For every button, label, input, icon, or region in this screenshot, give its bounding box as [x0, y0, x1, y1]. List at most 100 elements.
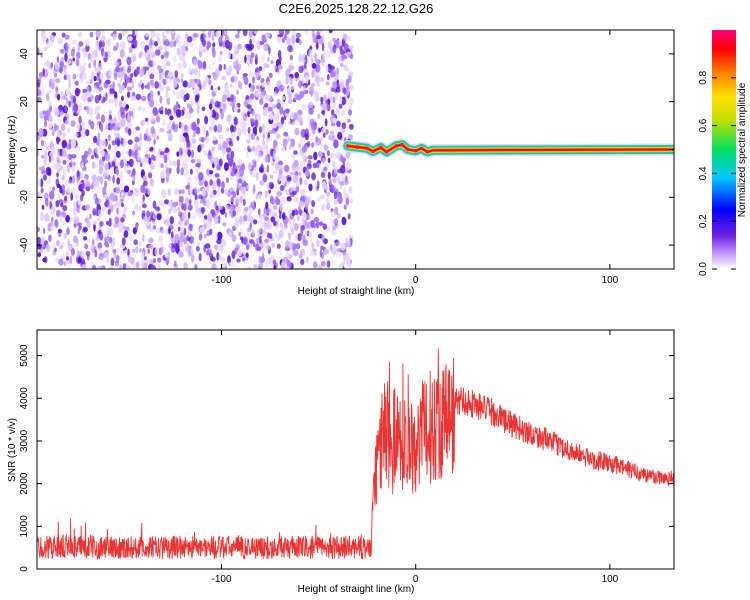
noise-blob [190, 159, 196, 164]
noise-blob [193, 33, 199, 38]
noise-blob [285, 36, 291, 45]
noise-blob [291, 190, 297, 196]
noise-blob [49, 42, 54, 47]
noise-blob [326, 260, 331, 268]
noise-blob [338, 103, 343, 109]
noise-blob [173, 260, 177, 267]
noise-blob [283, 257, 287, 265]
noise-blob [194, 94, 199, 103]
noise-blob [87, 147, 92, 155]
noise-blob [268, 72, 273, 78]
noise-blob [158, 45, 163, 51]
noise-blob [68, 79, 72, 89]
noise-blob [266, 80, 271, 90]
noise-blob [300, 258, 305, 266]
noise-blob [180, 73, 184, 79]
noise-blob [198, 137, 202, 142]
noise-blob [329, 244, 333, 252]
noise-blob [311, 62, 317, 69]
noise-blob [317, 264, 323, 269]
noise-blob [37, 96, 42, 103]
noise-blob [292, 174, 298, 184]
noise-blob [237, 30, 240, 35]
noise-blob [200, 33, 204, 43]
noise-blob [119, 41, 126, 50]
noise-blob [212, 182, 217, 191]
noise-blob [259, 126, 262, 134]
noise-blob [195, 188, 201, 193]
noise-blob [195, 207, 201, 217]
noise-blob [283, 225, 287, 232]
noise-blob [247, 111, 250, 118]
noise-blob [90, 185, 94, 189]
noise-blob [119, 264, 122, 269]
noise-blob [278, 229, 283, 239]
noise-blob [158, 234, 164, 243]
noise-blob [334, 152, 340, 159]
noise-blob [349, 45, 355, 51]
noise-blob [318, 221, 324, 226]
noise-blob [48, 122, 53, 129]
noise-blob [107, 208, 111, 216]
noise-blob [109, 88, 115, 95]
noise-blob [95, 114, 100, 120]
noise-blob [276, 98, 281, 104]
noise-blob [119, 77, 123, 83]
noise-blob [100, 123, 104, 133]
noise-blob [313, 217, 320, 223]
noise-blob [258, 87, 262, 93]
noise-blob [43, 61, 48, 66]
noise-blob [243, 127, 246, 136]
noise-blob [272, 205, 278, 210]
noise-blob [42, 110, 46, 115]
noise-blob [78, 115, 82, 124]
noise-blob [109, 110, 112, 116]
noise-blob [38, 166, 45, 171]
noise-blob [65, 214, 70, 223]
noise-blob [265, 143, 268, 150]
noise-blob [183, 151, 187, 159]
noise-blob [247, 126, 251, 134]
noise-blob [70, 192, 74, 201]
noise-blob [228, 51, 231, 60]
noise-blob [244, 122, 248, 128]
noise-blob [209, 191, 215, 200]
noise-blob [225, 177, 230, 184]
noise-blob [226, 114, 232, 122]
noise-blob [148, 244, 154, 250]
noise-blob [258, 192, 261, 200]
noise-blob [341, 96, 346, 106]
noise-blob [150, 265, 156, 269]
noise-blob [269, 112, 274, 121]
noise-blob [259, 235, 262, 244]
noise-blob [213, 244, 219, 251]
noise-blob [61, 184, 65, 191]
noise-blob [175, 242, 179, 252]
noise-blob [165, 86, 171, 92]
noise-blob [37, 149, 40, 157]
noise-blob [319, 30, 323, 34]
noise-blob [337, 175, 341, 184]
noise-blob [307, 155, 313, 160]
noise-blob [100, 114, 106, 124]
noise-blob [108, 98, 114, 104]
noise-blob [165, 78, 169, 86]
noise-blob [321, 202, 325, 212]
noise-blob [311, 172, 316, 181]
noise-blob [222, 104, 226, 112]
noise-blob [327, 157, 331, 163]
noise-blob [55, 78, 61, 84]
noise-blob [109, 227, 114, 237]
noise-blob [82, 72, 87, 81]
noise-blob [41, 205, 45, 210]
noise-blob [126, 56, 132, 66]
noise-blob [268, 137, 272, 142]
noise-blob [237, 206, 242, 212]
noise-blob [248, 217, 254, 223]
noise-blob [121, 237, 126, 246]
noise-blob [54, 257, 60, 262]
noise-blob [114, 61, 120, 67]
noise-blob [107, 134, 111, 142]
noise-blob [44, 68, 48, 76]
noise-blob [155, 115, 161, 123]
